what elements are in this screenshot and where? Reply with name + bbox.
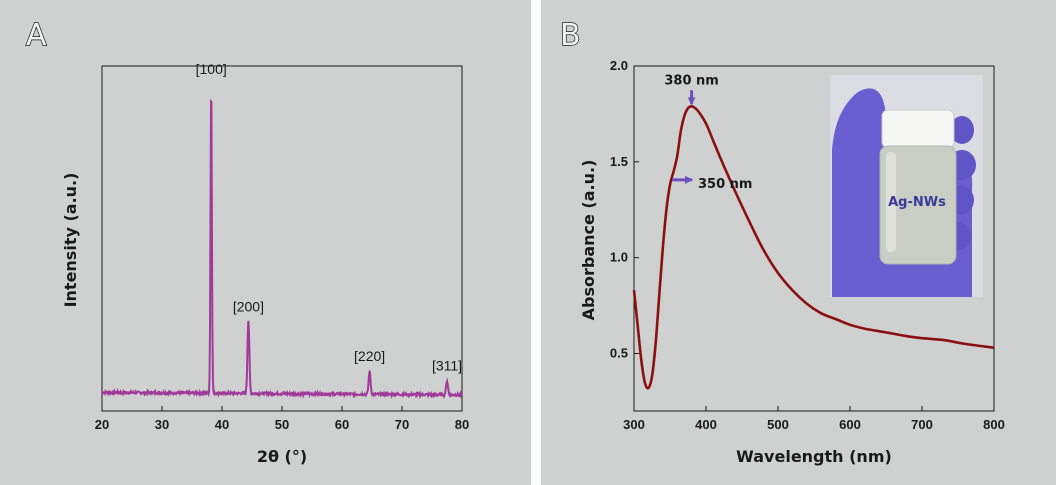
uv-y-tick-label: 2.0: [610, 58, 628, 73]
xrd-x-tick-label: 80: [455, 417, 469, 432]
peak-annotations: 380 nm 350 nm: [664, 73, 752, 192]
xrd-chart: 20 30 40 50 60 70 80 [100] [200] [220] [311] 2θ (…: [61, 61, 469, 466]
glove-finger-1: [950, 116, 974, 144]
panel-b-label: B: [560, 18, 581, 53]
xrd-y-axis-label: Intensity (a.u.): [61, 173, 80, 308]
uv-vis-chart: 300 400 500 600 700 800 0.5 1.0 1.5 2.0 Ag-NWs 3…: [579, 58, 1005, 466]
uv-y-ticks: 0.5 1.0 1.5 2.0: [610, 58, 639, 361]
vial-photo-inset: Ag-NWs: [830, 75, 983, 298]
panel-divider: [531, 0, 541, 485]
uv-x-tick-label: 600: [839, 417, 861, 432]
uv-x-tick-label: 700: [911, 417, 933, 432]
vial-cap: [881, 109, 955, 149]
panel-a: [0, 0, 531, 485]
xrd-x-tick-label: 60: [335, 417, 349, 432]
xrd-x-tick-label: 50: [275, 417, 289, 432]
annotation-380nm: 380 nm: [664, 73, 718, 88]
uv-x-tick-label: 500: [767, 417, 789, 432]
uv-y-tick-label: 0.5: [610, 346, 628, 361]
uv-x-tick-label: 400: [695, 417, 717, 432]
annotation-350nm: 350 nm: [698, 177, 752, 192]
xrd-pattern-line: [101, 98, 463, 400]
xrd-x-ticks: 20 30 40 50 60 70 80: [95, 406, 469, 432]
xrd-peak-labels: [100] [200] [220] [311]: [196, 61, 462, 374]
uv-plot-frame: [633, 65, 995, 412]
uv-y-tick-label: 1.5: [610, 154, 628, 169]
vial-highlight: [886, 152, 896, 252]
xrd-peak-label: [200]: [233, 298, 264, 314]
uv-y-tick-label: 1.0: [610, 250, 628, 265]
xrd-peak-label: [220]: [354, 348, 385, 364]
panel-a-label: A: [26, 18, 47, 53]
xrd-x-tick-label: 40: [215, 417, 229, 432]
uv-x-ticks: 300 400 500 600 700 800: [623, 406, 1005, 432]
xrd-x-tick-label: 20: [95, 417, 109, 432]
xrd-peak-label: [311]: [432, 357, 462, 373]
uv-absorbance-line: [632, 104, 995, 390]
xrd-peak-label: [100]: [196, 61, 227, 77]
uv-y-axis-label: Absorbance (a.u.): [579, 160, 598, 321]
xrd-plot-frame: [101, 65, 463, 412]
xrd-x-tick-label: 30: [155, 417, 169, 432]
xrd-x-tick-label: 70: [395, 417, 409, 432]
uv-x-tick-label: 300: [623, 417, 645, 432]
vial-body: [879, 145, 957, 265]
uv-x-axis-label: Wavelength (nm): [736, 447, 892, 466]
uv-x-tick-label: 800: [983, 417, 1005, 432]
vial-label: Ag-NWs: [888, 195, 946, 210]
xrd-x-axis-label: 2θ (°): [257, 447, 307, 466]
